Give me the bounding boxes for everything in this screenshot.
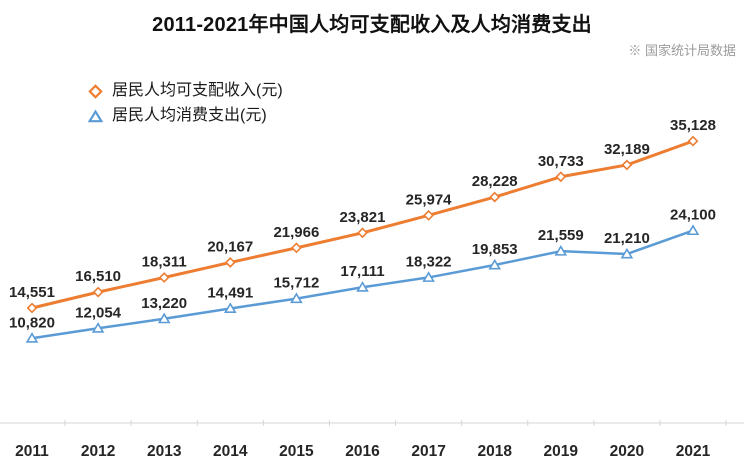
data-label: 21,966	[273, 224, 319, 241]
legend-item-consumption[interactable]: 居民人均消费支出(元)	[88, 106, 283, 126]
diamond-marker-icon	[357, 227, 368, 239]
triangle-marker-icon	[356, 281, 369, 292]
data-label: 30,733	[538, 153, 584, 170]
data-label: 19,853	[472, 241, 518, 258]
x-axis-label: 2015	[279, 443, 314, 460]
diamond-marker-icon	[423, 209, 435, 221]
diamond-marker-icon	[26, 302, 38, 314]
legend-label-income: 居民人均可支配收入(元)	[112, 82, 283, 99]
x-axis-label: 2011	[15, 443, 49, 460]
x-axis-label: 2021	[676, 443, 711, 460]
triangle-marker-icon	[157, 312, 171, 324]
triangle-marker-icon	[686, 224, 700, 236]
triangle-marker-icon	[88, 108, 103, 122]
data-label: 10,820	[9, 314, 55, 331]
data-label: 18,311	[142, 254, 187, 271]
x-axis-label: 2012	[81, 443, 115, 460]
source-note: ※ 国家统计局数据	[628, 43, 736, 58]
legend: 居民人均可支配收入(元) 居民人均消费支出(元)	[88, 81, 283, 126]
diamond-marker-icon	[555, 171, 567, 183]
triangle-marker-icon	[488, 258, 502, 270]
data-label: 16,510	[75, 268, 121, 285]
data-label: 17,111	[340, 263, 384, 280]
x-axis-label: 2016	[345, 443, 380, 460]
data-label: 20,167	[207, 238, 253, 255]
diamond-marker-icon	[92, 286, 104, 298]
data-label: 21,559	[538, 227, 584, 244]
x-axis-label: 2014	[213, 443, 248, 460]
diamond-marker-icon	[88, 83, 103, 99]
triangle-marker-icon	[422, 271, 435, 282]
diamond-marker-icon	[687, 135, 699, 147]
legend-label-consumption: 居民人均消费支出(元)	[112, 107, 267, 124]
triangle-marker-icon	[554, 244, 568, 256]
x-axis-label: 2019	[544, 443, 579, 460]
data-label: 15,712	[273, 275, 319, 292]
data-label: 35,128	[670, 117, 716, 134]
data-label: 21,210	[604, 230, 650, 247]
data-label: 25,974	[406, 191, 453, 208]
data-label: 14,491	[207, 284, 253, 301]
data-label: 14,551	[9, 284, 55, 301]
data-label: 32,189	[604, 141, 650, 158]
x-axis-label: 2013	[147, 443, 182, 460]
x-axis-label: 2018	[477, 443, 512, 460]
diamond-marker-icon	[224, 257, 236, 268]
diamond-marker-icon	[290, 242, 302, 254]
x-axis-label: 2017	[411, 443, 445, 460]
chart-title: 2011-2021年中国人均可支配收入及人均消费支出	[152, 14, 592, 36]
diamond-marker-icon	[489, 191, 501, 203]
data-label: 24,100	[670, 207, 716, 224]
triangle-marker-icon	[620, 247, 634, 259]
triangle-marker-icon	[25, 332, 39, 343]
diamond-marker-icon	[158, 272, 170, 283]
data-label: 28,228	[472, 173, 518, 190]
data-label: 18,322	[406, 253, 452, 270]
legend-item-income[interactable]: 居民人均可支配收入(元)	[88, 81, 283, 101]
x-axis-label: 2020	[610, 443, 644, 460]
data-label: 12,054	[75, 304, 122, 321]
triangle-marker-icon	[223, 302, 237, 313]
triangle-marker-icon	[290, 292, 303, 304]
diamond-marker-icon	[621, 159, 633, 171]
data-label: 23,821	[340, 209, 386, 226]
triangle-marker-icon	[91, 322, 105, 333]
data-label: 13,220	[141, 295, 187, 312]
